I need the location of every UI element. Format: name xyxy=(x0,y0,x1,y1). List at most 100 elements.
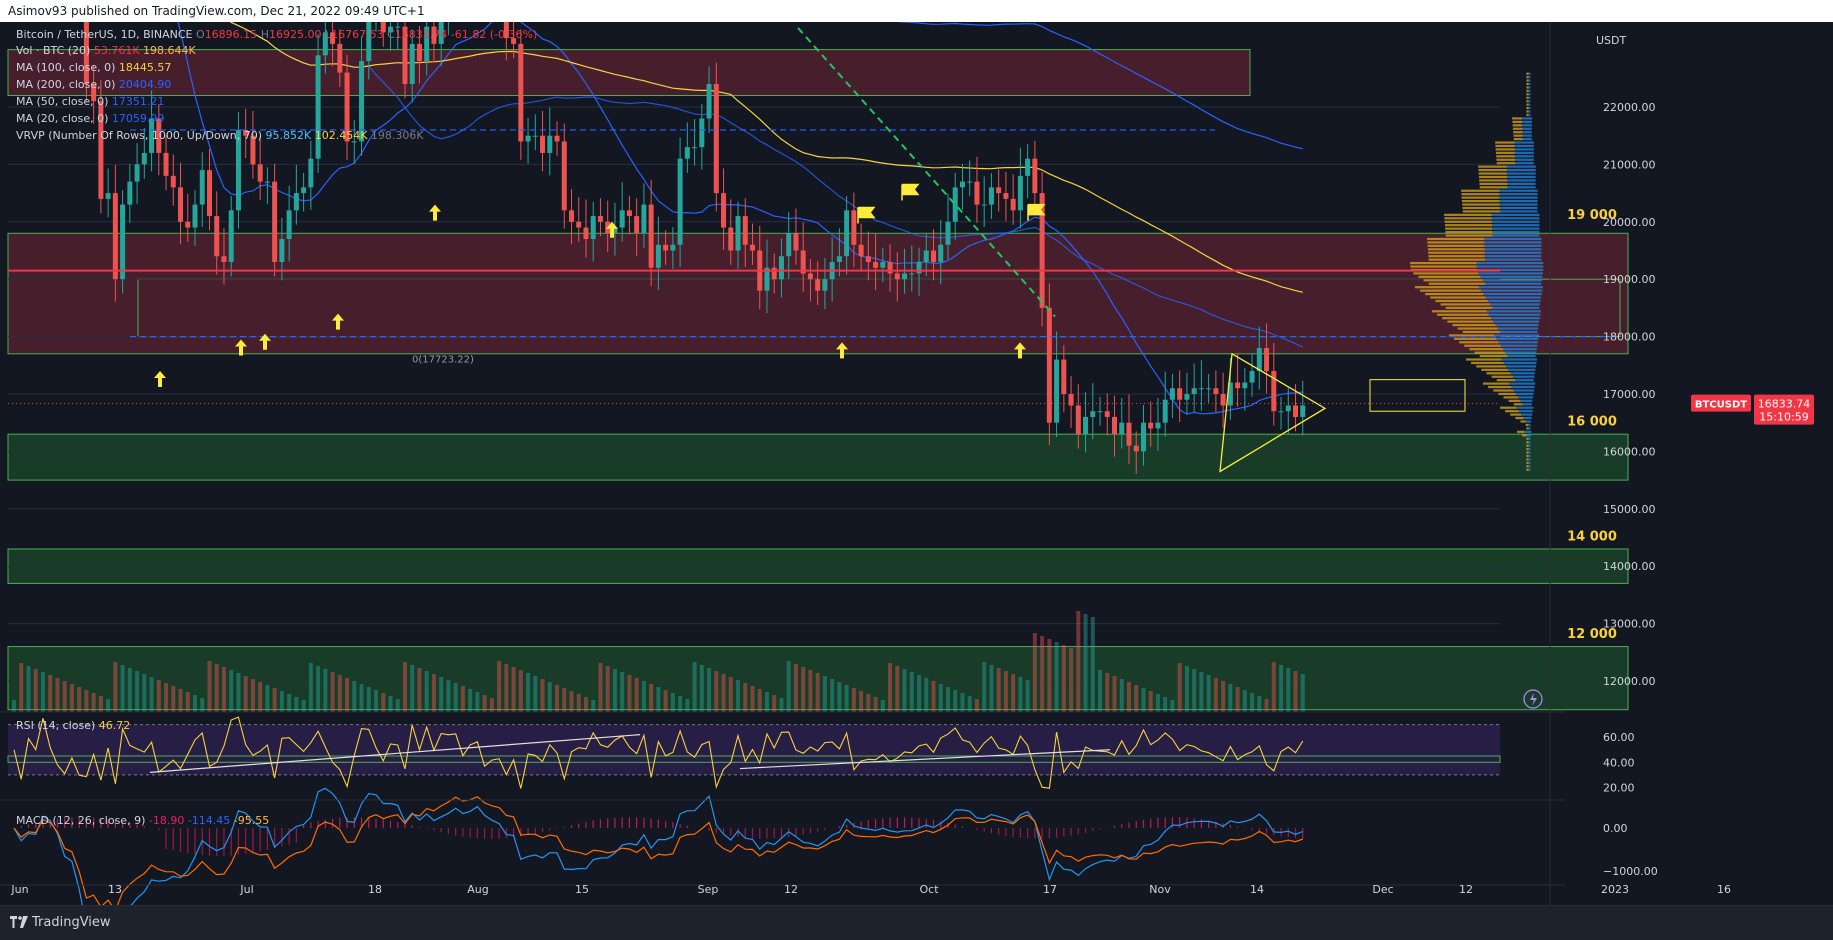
volume-bar xyxy=(1293,671,1298,712)
vrvp-down-bar xyxy=(1447,320,1494,323)
zone-support-4 xyxy=(7,646,1629,711)
candle-body xyxy=(1293,405,1299,417)
vrvp-up-bar xyxy=(1515,158,1534,161)
price-tick-label: 18000.00 xyxy=(1603,331,1656,344)
volume-bar xyxy=(1148,691,1153,712)
volume-bar xyxy=(1054,642,1059,712)
footer-brand[interactable]: TradingView xyxy=(32,915,111,930)
legend-high: 16925.00 xyxy=(268,28,322,41)
volume-bar xyxy=(417,668,422,712)
vrvp-down-bar xyxy=(1498,392,1516,396)
candle-body xyxy=(959,181,965,188)
vrvp-down-bar xyxy=(1444,217,1492,220)
candle-body xyxy=(1133,445,1139,452)
candle-body xyxy=(1206,388,1212,390)
volume-bar xyxy=(909,672,914,712)
candle-body xyxy=(902,273,908,280)
candle-body xyxy=(1003,193,1009,199)
legend-ma20-value: 17059.99 xyxy=(111,112,165,125)
candle-body xyxy=(576,221,582,228)
candle-body xyxy=(916,261,922,274)
candle-body xyxy=(1046,307,1052,423)
vrvp-up-bar xyxy=(1528,76,1531,79)
time-tick-label: 15 xyxy=(575,883,589,896)
vrvp-up-bar xyxy=(1514,151,1534,154)
vrvp-up-bar xyxy=(1507,354,1536,358)
candle-body xyxy=(952,187,958,222)
volume-bar xyxy=(526,673,531,712)
vrvp-up-bar xyxy=(1490,303,1540,306)
candle-body xyxy=(1097,411,1103,413)
triangle-pattern xyxy=(1219,352,1327,473)
vrvp-up-bar xyxy=(1509,382,1536,385)
vrvp-down-bar xyxy=(1526,113,1529,117)
time-tick-label: 12 xyxy=(1459,883,1473,896)
vrvp-down-bar xyxy=(1462,210,1501,213)
time-tick-label: 13 xyxy=(108,883,122,896)
tradingview-logo-icon xyxy=(10,916,28,928)
price-tick-label: 22000.00 xyxy=(1603,101,1656,114)
chart-canvas[interactable]: 19 000 16 000 14 000 12 000 0(17723.22) USDT… xyxy=(0,22,1833,905)
time-tick-label: Aug xyxy=(467,883,488,896)
candle-body xyxy=(945,221,951,245)
vrvp-up-bar xyxy=(1484,244,1542,247)
vrvp-down-bar xyxy=(1425,292,1484,296)
vrvp-down-bar xyxy=(1465,358,1502,361)
vrvp-down-bar xyxy=(1461,189,1500,192)
vrvp-down-bar xyxy=(1526,458,1529,461)
candle-body xyxy=(634,216,640,234)
vrvp-down-bar xyxy=(1499,406,1517,409)
vrvp-down-bar xyxy=(1526,86,1529,89)
vrvp-up-bar xyxy=(1507,172,1536,175)
volume-bar xyxy=(1177,663,1182,712)
candle-body xyxy=(931,250,937,262)
vrvp-up-bar xyxy=(1499,196,1538,199)
vrvp-up-bar xyxy=(1485,296,1542,299)
candle-body xyxy=(988,187,994,205)
candle-body xyxy=(359,61,365,142)
volume-bar xyxy=(229,670,234,712)
volume-bar xyxy=(830,679,835,712)
ma100-line xyxy=(229,22,1303,293)
volume-bar xyxy=(1098,670,1103,712)
vrvp-up-bar xyxy=(1492,224,1540,227)
ma50-line xyxy=(229,22,1304,348)
vrvp-down-bar xyxy=(1444,220,1493,223)
volume-bar xyxy=(1279,665,1284,712)
replay-icon[interactable] xyxy=(1523,689,1543,709)
vrvp-up-bar xyxy=(1507,179,1536,182)
candle-body xyxy=(735,216,741,251)
volume-bar xyxy=(888,663,893,712)
vrvp-up-bar xyxy=(1514,144,1534,148)
vrvp-down-bar xyxy=(1461,196,1500,199)
candle-body xyxy=(1075,405,1081,435)
legend-close: 16833.74 xyxy=(394,28,448,41)
vrvp-up-bar xyxy=(1507,186,1536,189)
candle-body xyxy=(1039,193,1045,308)
volume-bar xyxy=(786,661,791,712)
candle-body xyxy=(800,250,806,274)
candle-body xyxy=(677,158,683,245)
volume-bar xyxy=(431,674,436,712)
volume-bar xyxy=(757,689,762,712)
volume-bar xyxy=(446,680,451,712)
candle-body xyxy=(807,273,813,280)
vrvp-up-bar xyxy=(1522,127,1532,130)
vrvp-up-bar xyxy=(1528,461,1531,464)
volume-bar xyxy=(265,685,270,712)
volume-bar xyxy=(924,678,929,712)
candle-body xyxy=(1227,382,1233,406)
vrvp-down-bar xyxy=(1462,330,1501,334)
volume-bar xyxy=(127,668,132,712)
up-arrow-icon xyxy=(606,221,618,238)
candle-body xyxy=(713,84,719,194)
volume-bar xyxy=(258,682,263,712)
vrvp-up-bar xyxy=(1484,248,1542,251)
legend-macd-v2: -114.45 xyxy=(187,814,231,827)
volume-bar xyxy=(395,699,400,712)
macd-tick-label: −1000.00 xyxy=(1603,865,1658,878)
vrvp-down-bar xyxy=(1478,168,1508,172)
vrvp-up-bar xyxy=(1528,107,1531,110)
vrvp-down-bar xyxy=(1493,389,1514,392)
volume-bar xyxy=(1242,690,1247,712)
